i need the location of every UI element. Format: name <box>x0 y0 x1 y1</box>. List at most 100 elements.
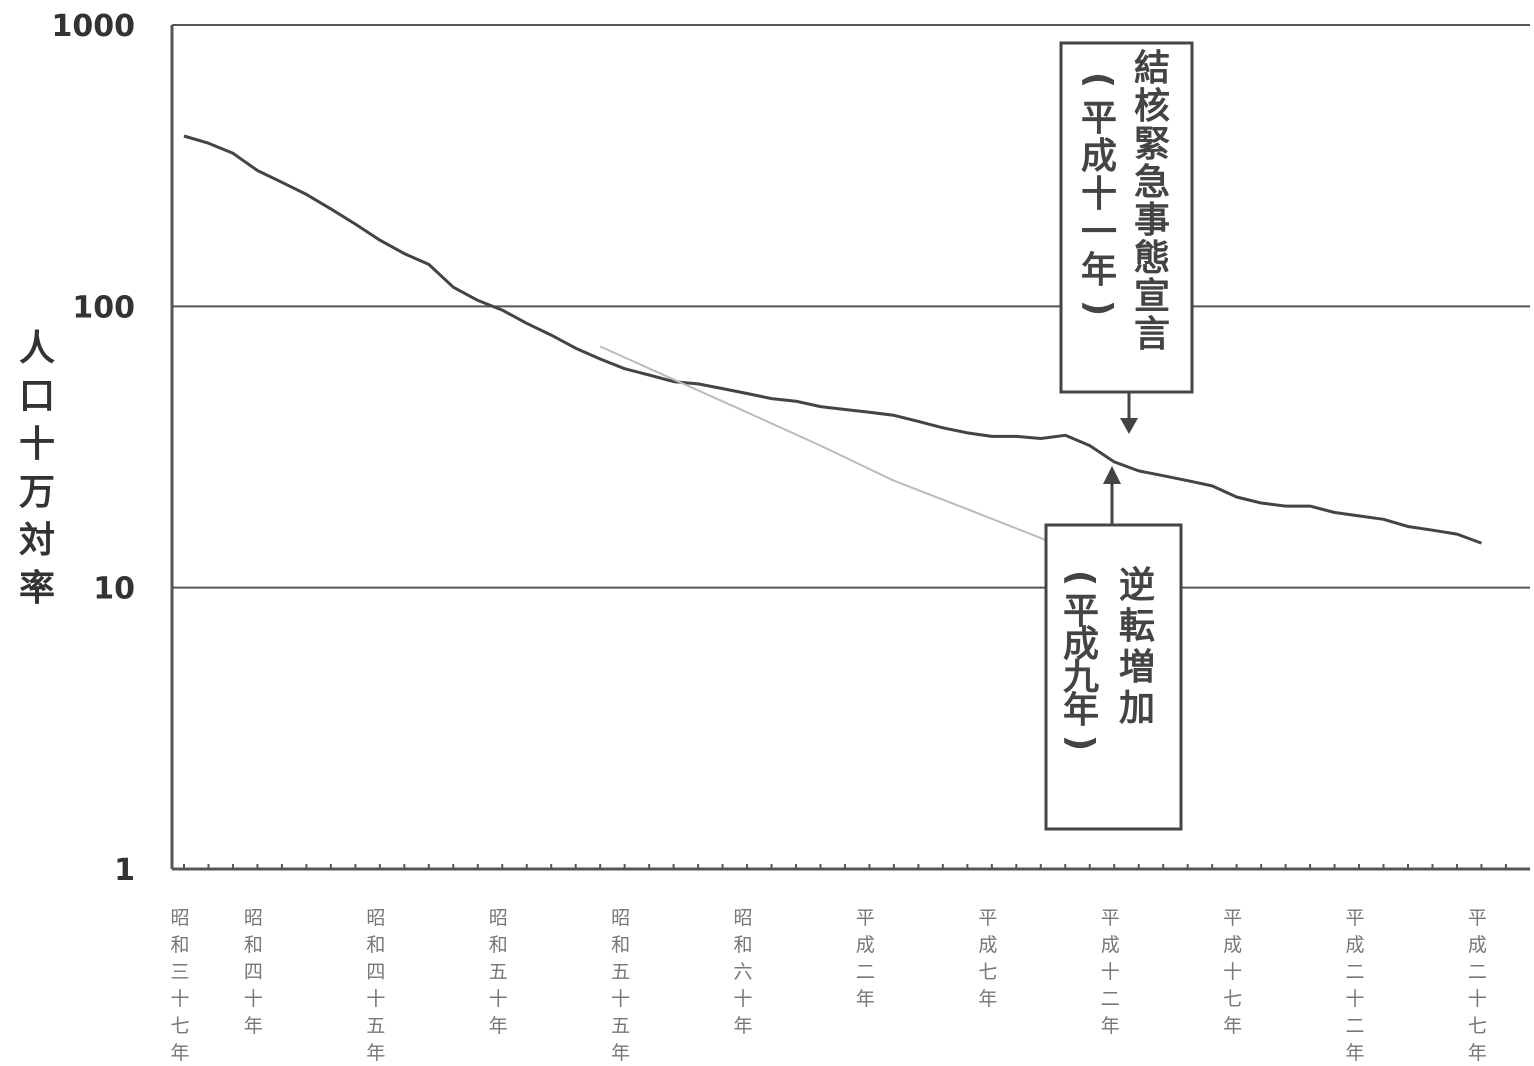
svg-text:年: 年 <box>978 988 997 1010</box>
svg-text:和: 和 <box>734 934 753 956</box>
y-tick-label: 1 <box>114 853 135 888</box>
svg-text:(: ( <box>1078 72 1119 88</box>
svg-text:二: 二 <box>1468 961 1487 983</box>
x-tick-label: 昭和五十年昭和五十年 <box>489 907 508 1037</box>
x-tick-label: 平成二十七年平成二十七年 <box>1468 907 1487 1064</box>
x-tick-label: 昭和四十五年昭和四十五年 <box>366 907 385 1064</box>
svg-text:三: 三 <box>170 961 189 983</box>
svg-text:年: 年 <box>489 1015 508 1037</box>
annotation-main-text: 結核緊急事態宣言結核緊急事態宣言 <box>1134 48 1170 355</box>
svg-text:和: 和 <box>170 934 189 956</box>
svg-text:成: 成 <box>1223 934 1242 956</box>
svg-text:昭: 昭 <box>170 907 189 929</box>
svg-text:十: 十 <box>1346 988 1365 1010</box>
svg-text:昭: 昭 <box>366 907 385 929</box>
svg-text:対: 対 <box>19 520 55 561</box>
svg-text:昭: 昭 <box>489 907 508 929</box>
svg-text:十: 十 <box>611 988 630 1010</box>
svg-text:六: 六 <box>734 961 753 983</box>
svg-text:昭: 昭 <box>734 907 753 929</box>
svg-text:年: 年 <box>366 1042 385 1064</box>
svg-text:十: 十 <box>366 988 385 1010</box>
svg-text:平: 平 <box>1081 98 1117 139</box>
svg-text:年: 年 <box>244 1015 263 1037</box>
svg-text:和: 和 <box>244 934 263 956</box>
annotation-arrow-head <box>1103 466 1121 484</box>
x-tick-label: 昭和三十七年昭和三十七年 <box>170 907 189 1064</box>
svg-text:五: 五 <box>366 1015 385 1037</box>
y-tick-label: 10 <box>93 572 135 607</box>
svg-text:緊: 緊 <box>1134 124 1170 165</box>
svg-text:結: 結 <box>1134 48 1170 89</box>
svg-text:平: 平 <box>978 907 997 929</box>
svg-text:加: 加 <box>1119 688 1155 729</box>
svg-text:急: 急 <box>1134 162 1170 203</box>
y-tick-label: 100 <box>72 290 135 325</box>
svg-text:言: 言 <box>1134 314 1170 355</box>
svg-text:和: 和 <box>611 934 630 956</box>
svg-text:五: 五 <box>489 961 508 983</box>
svg-text:(: ( <box>1060 570 1101 586</box>
svg-text:十: 十 <box>170 988 189 1010</box>
svg-text:昭: 昭 <box>244 907 263 929</box>
svg-text:年: 年 <box>170 1042 189 1064</box>
svg-text:転: 転 <box>1119 606 1155 647</box>
svg-text:成: 成 <box>1468 934 1487 956</box>
svg-text:七: 七 <box>170 1015 189 1037</box>
svg-text:十: 十 <box>19 424 55 465</box>
annotation-main-text: 逆転増加逆転増加 <box>1119 565 1155 729</box>
svg-text:平: 平 <box>1468 907 1487 929</box>
svg-text:年: 年 <box>1101 1015 1120 1037</box>
svg-text:増: 増 <box>1119 647 1155 688</box>
svg-text:年: 年 <box>734 1015 753 1037</box>
svg-text:平: 平 <box>1101 907 1120 929</box>
series-line-1 <box>183 134 1482 545</box>
svg-text:平: 平 <box>1223 907 1242 929</box>
svg-text:昭: 昭 <box>611 907 630 929</box>
svg-text:年: 年 <box>1223 1015 1242 1037</box>
svg-text:平: 平 <box>1346 907 1365 929</box>
svg-text:万: 万 <box>19 472 55 513</box>
svg-text:): ) <box>1060 735 1101 751</box>
svg-text:平: 平 <box>856 907 875 929</box>
svg-text:逆: 逆 <box>1119 565 1155 606</box>
x-tick-label: 平成二年平成二年 <box>856 907 875 1010</box>
svg-text:成: 成 <box>856 934 875 956</box>
x-tick-label: 平成七年平成七年 <box>978 907 997 1010</box>
svg-text:二: 二 <box>1346 1015 1365 1037</box>
x-tick-label: 昭和五十五年昭和五十五年 <box>611 907 630 1064</box>
svg-text:口: 口 <box>19 376 55 417</box>
x-tick-label: 平成二十二年平成二十二年 <box>1346 907 1365 1064</box>
svg-text:): ) <box>1078 300 1119 316</box>
svg-text:年: 年 <box>856 988 875 1010</box>
svg-text:核: 核 <box>1134 86 1170 127</box>
y-tick-label: 1000 <box>52 9 136 44</box>
y-axis-label: 人口十万対率人口十万対率 <box>19 328 55 609</box>
svg-text:宣: 宣 <box>1134 276 1170 317</box>
svg-text:十: 十 <box>734 988 753 1010</box>
svg-text:和: 和 <box>366 934 385 956</box>
svg-text:二: 二 <box>1101 988 1120 1010</box>
x-tick-label: 昭和四十年昭和四十年 <box>244 907 263 1037</box>
svg-text:十: 十 <box>1081 174 1117 215</box>
svg-text:五: 五 <box>611 1015 630 1037</box>
svg-text:年: 年 <box>1081 250 1117 291</box>
svg-text:十: 十 <box>489 988 508 1010</box>
svg-text:成: 成 <box>1346 934 1365 956</box>
svg-text:態: 態 <box>1134 238 1170 279</box>
svg-text:四: 四 <box>366 961 385 983</box>
svg-text:和: 和 <box>489 934 508 956</box>
svg-text:十: 十 <box>1101 961 1120 983</box>
svg-text:十: 十 <box>244 988 263 1010</box>
svg-text:成: 成 <box>1063 624 1099 665</box>
svg-text:七: 七 <box>1223 988 1242 1010</box>
annotation-box <box>1059 41 1194 394</box>
svg-text:一: 一 <box>1081 212 1117 253</box>
x-tick-label: 昭和六十年昭和六十年 <box>734 907 753 1037</box>
svg-text:十: 十 <box>1468 988 1487 1010</box>
svg-text:二: 二 <box>1346 961 1365 983</box>
